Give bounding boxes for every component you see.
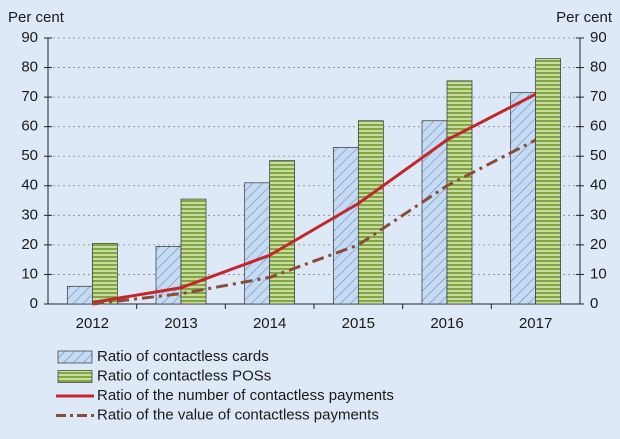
y2-tick-label: 10 [590,265,607,282]
bar [357,120,384,305]
y-axis-label: Per cent [8,9,65,26]
legend-label: Ratio of the value of contactless paymen… [97,406,379,423]
x-tick-label: 2015 [342,315,375,332]
y2-tick-label: 90 [590,29,607,46]
bar [91,243,118,305]
y-tick-label: 20 [21,236,38,253]
legend-label: Ratio of contactless POSs [97,367,271,384]
y-tick-label: 60 [21,118,38,135]
y-tick-label: 70 [21,88,38,105]
bar [510,92,537,305]
bar [332,147,359,305]
y-tick-label: 0 [30,295,38,312]
y2-tick-label: 30 [590,206,607,223]
bar [421,120,448,305]
legend-label: Ratio of the number of contactless payme… [97,387,394,404]
y2-tick-label: 70 [590,88,607,105]
y-tick-label: 10 [21,265,38,282]
y2-tick-label: 80 [590,59,607,76]
y2-tick-label: 60 [590,118,607,135]
legend-swatch [57,350,93,364]
bar [269,160,296,305]
bar [535,58,562,305]
y2-axis-label: Per cent [556,9,613,26]
x-tick-label: 2017 [519,315,552,332]
y2-tick-label: 0 [590,295,598,312]
y-tick-label: 40 [21,177,38,194]
y-tick-label: 50 [21,147,38,164]
y-tick-label: 80 [21,59,38,76]
legend-label: Ratio of contactless cards [97,348,269,365]
y2-tick-label: 40 [590,177,607,194]
line [92,92,537,305]
y2-tick-label: 50 [590,147,607,164]
x-tick-label: 2016 [430,315,463,332]
y-tick-label: 90 [21,29,38,46]
bar [244,182,271,305]
bar [66,285,93,305]
line [92,138,537,306]
y2-tick-label: 20 [590,236,607,253]
x-tick-label: 2014 [253,315,286,332]
bar [446,80,473,305]
y-tick-label: 30 [21,206,38,223]
x-tick-label: 2012 [76,315,109,332]
x-tick-label: 2013 [164,315,197,332]
legend-swatch [57,370,93,383]
